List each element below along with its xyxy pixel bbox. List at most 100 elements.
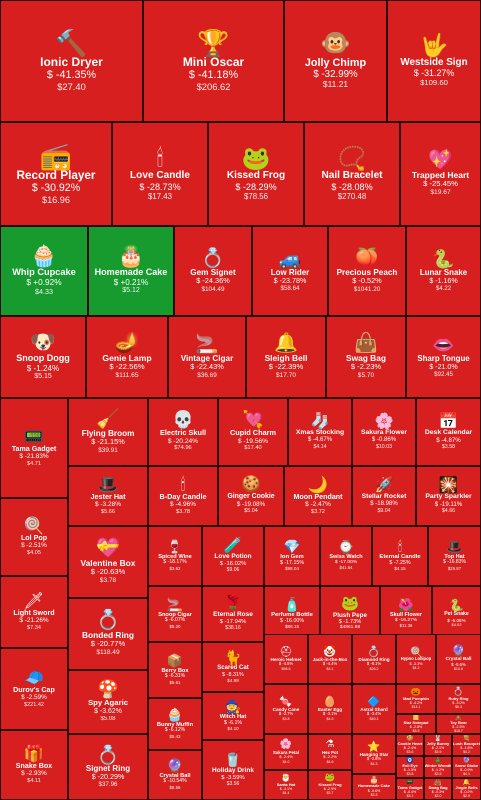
tile-kissed-frog[interactable]: 🐸 Kissed Frog $ -2.9% $3.7 <box>308 770 352 800</box>
tile-mad-pumpkin[interactable]: 🎃 Mad Pumpkin $ -4.2% $14.1 <box>396 684 436 714</box>
tile-vintage-cigar[interactable]: 🚬 Vintage Cigar $ -22.43% $36.69 <box>168 316 246 398</box>
tile-winter-wreath[interactable]: 🎄 Winter Wreath $ -1.2% $3.5 <box>424 756 452 778</box>
tile-heroic-helmet[interactable]: ⛑ Heroic Helmet $ -4.5% $98.5 <box>264 634 308 684</box>
item-change: $ -16.27% <box>394 618 418 624</box>
tile-cupid-charm[interactable]: 💘 Cupid Charm $ -19.56% $17.40 <box>218 398 288 466</box>
tile-light-sword[interactable]: 🗡 Light Sword $ -21.26% $7.34 <box>0 576 68 648</box>
tile-snow-globe[interactable]: 🔮 Snow Globe $ -0.9% $4.1 <box>452 756 481 778</box>
tile-precious-peach[interactable]: 🍑 Precious Peach $ -0.52% $1041.20 <box>328 226 406 316</box>
tile-jelly-bunny[interactable]: 🐰 Jelly Bunny $ -2.1% $3.9 <box>424 734 452 756</box>
tile-tama-gadget[interactable]: 📟 Tama Gadget $ -0.4% $3.1 <box>396 778 424 800</box>
tile-bunny-muffin[interactable]: 🧁 Bunny Muffin $ -6.12% $5.43 <box>148 698 202 750</box>
tile-b-day-candle[interactable]: 🕯 B-Day Candle $ -4.96% $3.78 <box>148 466 218 526</box>
tile-astral-shard[interactable]: 🔷 Astral Shard $ -3.4% $49.1 <box>352 684 396 734</box>
tile-holiday-drink[interactable]: 🥤 Holiday Drink $ -3.59% $3.56 <box>202 740 264 800</box>
tile-berry-box[interactable]: 📦 Berry Box $ -6.31% $5.61 <box>148 642 202 698</box>
tile-snoop-dogg[interactable]: 🐶 Snoop Dogg $ -1.24% $5.15 <box>0 316 86 398</box>
tile-kissed-frog[interactable]: 🐸 Kissed Frog $ -28.29% $78.56 <box>208 122 304 226</box>
gadget-icon: 📟 <box>406 779 414 786</box>
tile-signet-ring[interactable]: 💍 Signet Ring $ -20.29% $37.96 <box>68 734 148 800</box>
tile-flying-broom[interactable]: 🧹 Flying Broom $ -21.15% $39.91 <box>68 398 148 466</box>
tile-lol-pop[interactable]: 🍭 Lol Pop $ -2.51% $4.05 <box>0 498 68 576</box>
tile-swiss-watch[interactable]: ⌚ Swiss Watch $ -17.00% $41.64 <box>320 526 372 586</box>
tile-sleigh-bell[interactable]: 🔔 Sleigh Bell $ -22.39% $17.70 <box>246 316 326 398</box>
tile-nail-bracelet[interactable]: 📿 Nail Bracelet $ -28.08% $270.48 <box>304 122 400 226</box>
tile-electric-skull[interactable]: 💀 Electric Skull $ -20.24% $74.96 <box>148 398 218 466</box>
tile-record-player[interactable]: 📻 Record Player $ -30.92% $16.96 <box>0 122 112 226</box>
tile-easter-egg[interactable]: 🥚 Easter Egg $ -3.1% $4.5 <box>308 684 352 734</box>
tile-witch-hat[interactable]: 🧙 Witch Hat $ -6.1% $4.10 <box>202 692 264 740</box>
item-price: $4.6 <box>326 759 334 764</box>
tile-spiced-wine[interactable]: 🍷 Spiced Wine $ -18.17% $3.62 <box>148 526 202 586</box>
tile-eternal-rose[interactable]: 🌹 Eternal Rose $ -17.94% $38.16 <box>202 586 264 642</box>
tile-hanging-star[interactable]: ⭐ Hanging Star $ -2.8% $4.3 <box>352 734 396 774</box>
item-price: $39.91 <box>98 446 118 454</box>
tile-party-sparkler[interactable]: 🎇 Party Sparkler $ -19.11% $4.66 <box>416 466 481 526</box>
tile-jolly-chimp[interactable]: 🐵 Jolly Chimp $ -32.99% $11.21 <box>284 0 387 122</box>
tile-mini-oscar[interactable]: 🏆 Mini Oscar $ -41.18% $206.62 <box>143 0 284 122</box>
tile-skull-flower[interactable]: 🌺 Skull Flower $ -16.27% $11.36 <box>380 586 432 642</box>
item-name: Swiss Watch <box>329 553 363 560</box>
tile-homemade-cake[interactable]: 🎂 Homemade Cake $ -0.6% $3.3 <box>352 774 396 800</box>
tile-sakura-flower[interactable]: 🌸 Sakura Flower $ -0.86% $10.03 <box>352 398 416 466</box>
tile-gem-signet[interactable]: 💍 Gem Signet $ -24.36% $104.49 <box>174 226 252 316</box>
tile-moon-pendant[interactable]: 🌙 Moon Pendant $ -2.47% $3.72 <box>284 466 352 526</box>
tile-homemade-cake[interactable]: 🎂 Homemade Cake $ +0.21% $5.12 <box>88 226 174 316</box>
tile-lunar-snake[interactable]: 🐍 Lunar Snake $ -1.16% $4.22 <box>406 226 481 316</box>
tile-swag-bag[interactable]: 👜 Swag Bag $ -2.23% $5.70 <box>326 316 406 398</box>
tile-tama-gadget[interactable]: 📟 Tama Gadget $ -21.83% $4.71 <box>0 398 68 498</box>
tile-ginger-cookie[interactable]: 🍪 Ginger Cookie $ -19.08% $5.04 <box>218 466 284 526</box>
tile-ruby-ring[interactable]: 💍 Ruby Ring $ -3.0% $6.3 <box>436 684 481 714</box>
tile-jack-in-the-box[interactable]: 🤡 Jack-in-the-Box $ -4.4% $4.1 <box>308 634 352 684</box>
tile-love-potion[interactable]: 🧪 Love Potion $ -16.02% $9.06 <box>202 526 264 586</box>
tile-hypno-lollipop[interactable]: 🍭 Hypno Lollipop $ -3.3% $4.2 <box>396 634 436 684</box>
tile-crystal-ball[interactable]: 🔮 Crystal Ball $ -10.54% $8.55 <box>148 750 202 800</box>
tile-stellar-rocket[interactable]: 🚀 Stellar Rocket $ -18.98% $9.04 <box>352 466 416 526</box>
tile-sakura-petal[interactable]: 🌸 Sakura Petal $ -2.4% $4.0 <box>264 734 308 770</box>
tile-cookie-heart[interactable]: 🍪 Cookie Heart $ -2.4% $3.6 <box>396 734 424 756</box>
tile-candy-cane[interactable]: 🍬 Candy Cane $ -2.7% $3.8 <box>264 684 308 734</box>
item-price: $14.1 <box>411 705 421 710</box>
tile-hex-pot[interactable]: ⚗ Hex Pot $ -2.2% $4.6 <box>308 734 352 770</box>
tile-snoop-cigar[interactable]: 🚬 Snoop Cigar $ -6.07% $5.20 <box>148 586 202 642</box>
tile-valentine-box[interactable]: 💝 Valentine Box $ -20.63% $3.78 <box>68 526 148 598</box>
tile-xmas-stocking[interactable]: 🧦 Xmas Stocking $ -4.67% $4.14 <box>288 398 352 466</box>
tile-whip-cupcake[interactable]: 🧁 Whip Cupcake $ +0.92% $4.33 <box>0 226 88 316</box>
tile-crystal-ball[interactable]: 🔮 Crystal Ball $ -5.6% $10.8 <box>436 634 481 684</box>
tile-spy-agaric[interactable]: 🍄 Spy Agaric $ -3.62% $5.08 <box>68 670 148 734</box>
tile-trapped-heart[interactable]: 💖 Trapped Heart $ -25.45% $19.67 <box>400 122 481 226</box>
tile-ionic-dryer[interactable]: 🔨 Ionic Dryer $ -41.35% $27.40 <box>0 0 143 122</box>
tile-love-candle[interactable]: 🕯 Love Candle $ -28.73% $17.43 <box>112 122 208 226</box>
item-price: $3.6 <box>406 750 414 755</box>
tile-westside-sign[interactable]: 🤟 Westside Sign $ -31.27% $109.60 <box>387 0 481 122</box>
tile-plush-pepe[interactable]: 🐸 Plush Pepe $ -1.73% $4861.88 <box>320 586 380 642</box>
tile-toy-bear[interactable]: 🧸 Toy Bear $ -2.5% $18.7 <box>436 714 481 734</box>
tile-santa-hat[interactable]: 🎅 Santa Hat $ -3.1% $4.4 <box>264 770 308 800</box>
tile-ion-gem[interactable]: 💎 Ion Gem $ -17.15% $98.04 <box>264 526 320 586</box>
tile-eternal-candle[interactable]: 🕯 Eternal Candle $ -7.25% $4.15 <box>372 526 428 586</box>
tile-diamond-ring[interactable]: 💍 Diamond Ring $ -8.1% $26.2 <box>352 634 396 684</box>
item-change: $ -18.17% <box>163 559 187 566</box>
plush-icon: 🐸 <box>341 596 359 613</box>
tile-desk-calendar[interactable]: 📅 Desk Calendar $ -4.87% $3.58 <box>416 398 481 466</box>
tile-lush-bouquet[interactable]: 💐 Lush Bouquet $ -1.8% $4.2 <box>452 734 481 756</box>
tile-low-rider[interactable]: 🚙 Low Rider $ -23.78% $58.64 <box>252 226 328 316</box>
tile-jingle-bells[interactable]: 🔔 Jingle Bells $ -0.2% $2.9 <box>452 778 481 800</box>
item-price: $5.61 <box>169 680 181 686</box>
tile-bonded-ring[interactable]: 💍 Bonded Ring $ -20.77% $118.49 <box>68 598 148 670</box>
tile-sharp-tongue[interactable]: 👄 Sharp Tongue $ -21.0% $92.45 <box>406 316 481 398</box>
tile-top-hat[interactable]: 🎩 Top Hat $ -16.83% $25.87 <box>428 526 481 586</box>
tile-scared-cat[interactable]: 🐈 Scared Cat $ -8.31% $4.98 <box>202 642 264 692</box>
tile-durov-s-cap[interactable]: 🧢 Durov's Cap $ -2.59% $221.42 <box>0 648 68 730</box>
item-price: $37.96 <box>98 781 118 789</box>
item-price: $4.98 <box>227 677 239 683</box>
tile-snake-box[interactable]: 🎁 Snake Box $ -2.93% $4.11 <box>0 730 68 800</box>
tile-swag-bag[interactable]: 👜 Swag Bag $ -0.3% $3.0 <box>424 778 452 800</box>
tile-star-notepad[interactable]: 📒 Star Notepad $ -2.8% $3.9 <box>396 714 436 734</box>
item-price: $7.34 <box>27 624 41 631</box>
item-change: $ -19.08% <box>236 501 266 509</box>
tile-genie-lamp[interactable]: 🪔 Genie Lamp $ -22.56% $111.65 <box>86 316 168 398</box>
item-price: $111.65 <box>115 372 139 380</box>
tile-jester-hat[interactable]: 🎩 Jester Hat $ -3.28% $5.66 <box>68 466 148 526</box>
tile-evil-eye[interactable]: 🧿 Evil Eye $ -1.5% $3.8 <box>396 756 424 778</box>
